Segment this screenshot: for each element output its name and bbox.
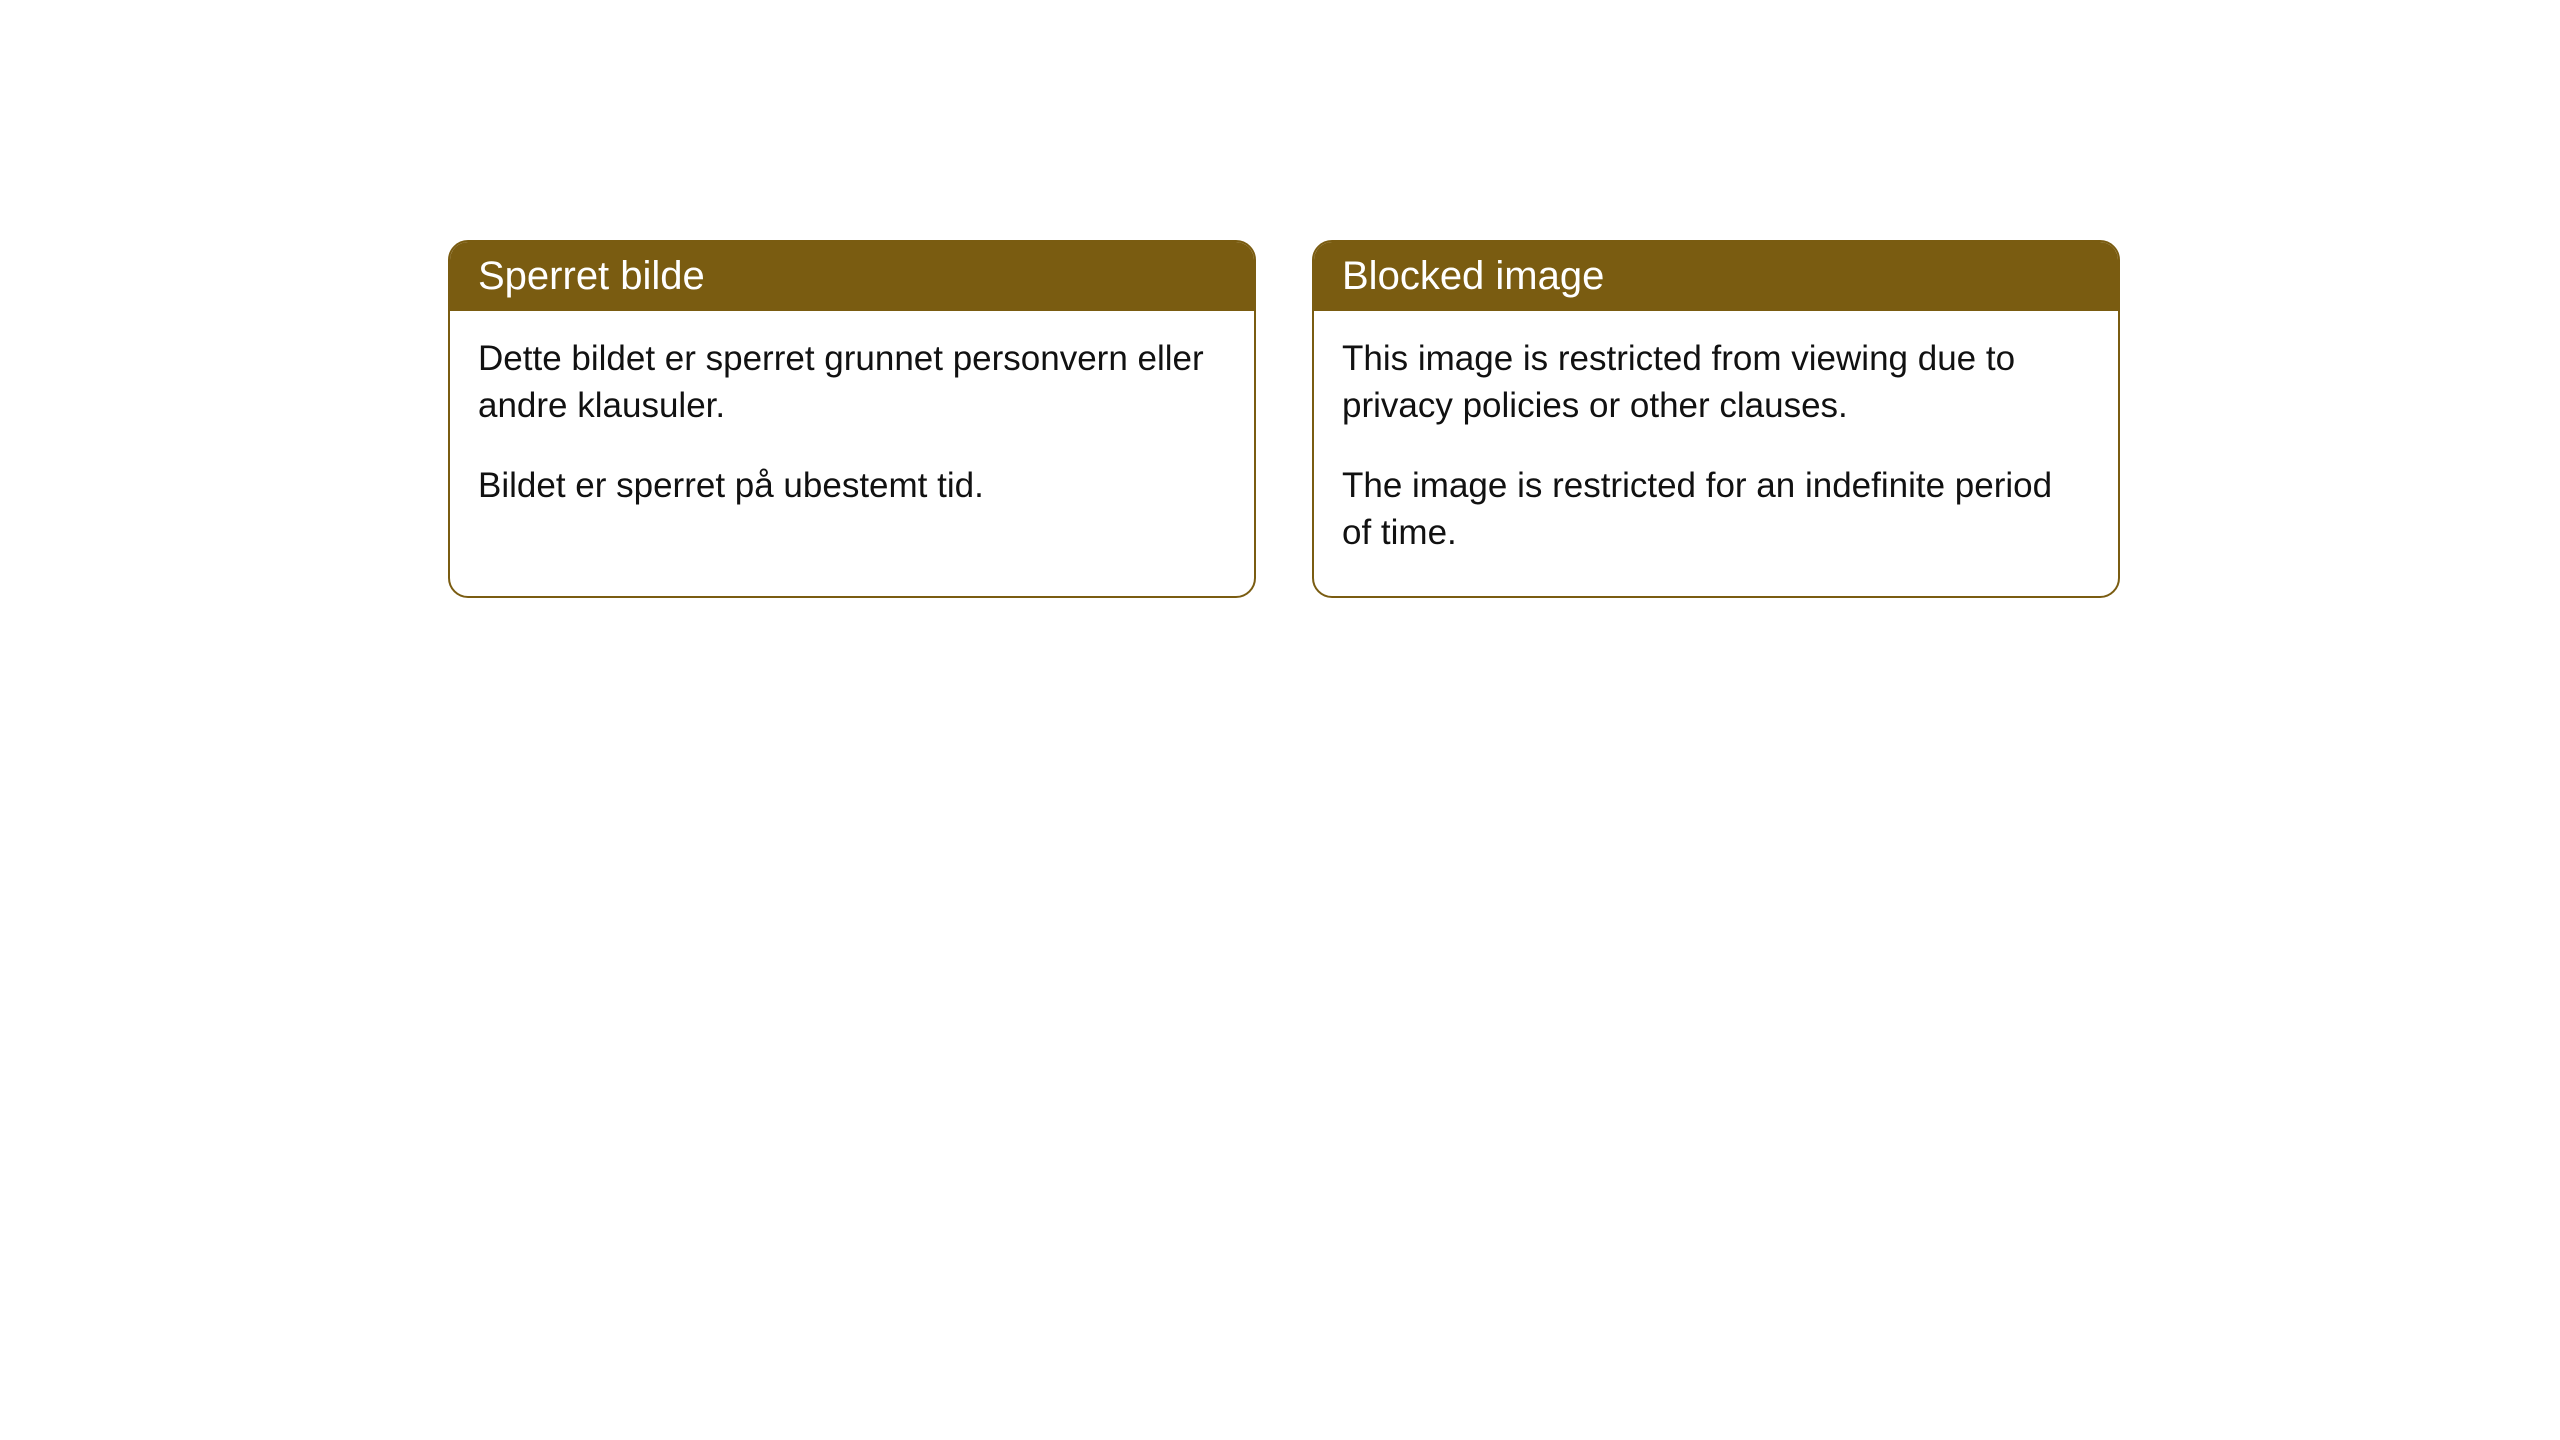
notice-header-english: Blocked image — [1314, 242, 2118, 311]
notice-title: Blocked image — [1342, 254, 1604, 298]
notice-header-norwegian: Sperret bilde — [450, 242, 1254, 311]
notice-card-english: Blocked image This image is restricted f… — [1312, 240, 2120, 598]
notice-card-norwegian: Sperret bilde Dette bildet er sperret gr… — [448, 240, 1256, 598]
notice-title: Sperret bilde — [478, 254, 705, 298]
notice-body-norwegian: Dette bildet er sperret grunnet personve… — [450, 311, 1254, 549]
notice-text-line1: This image is restricted from viewing du… — [1342, 335, 2090, 430]
notice-body-english: This image is restricted from viewing du… — [1314, 311, 2118, 596]
notice-text-line2: Bildet er sperret på ubestemt tid. — [478, 462, 1226, 509]
notice-container: Sperret bilde Dette bildet er sperret gr… — [448, 240, 2120, 598]
notice-text-line1: Dette bildet er sperret grunnet personve… — [478, 335, 1226, 430]
notice-text-line2: The image is restricted for an indefinit… — [1342, 462, 2090, 557]
